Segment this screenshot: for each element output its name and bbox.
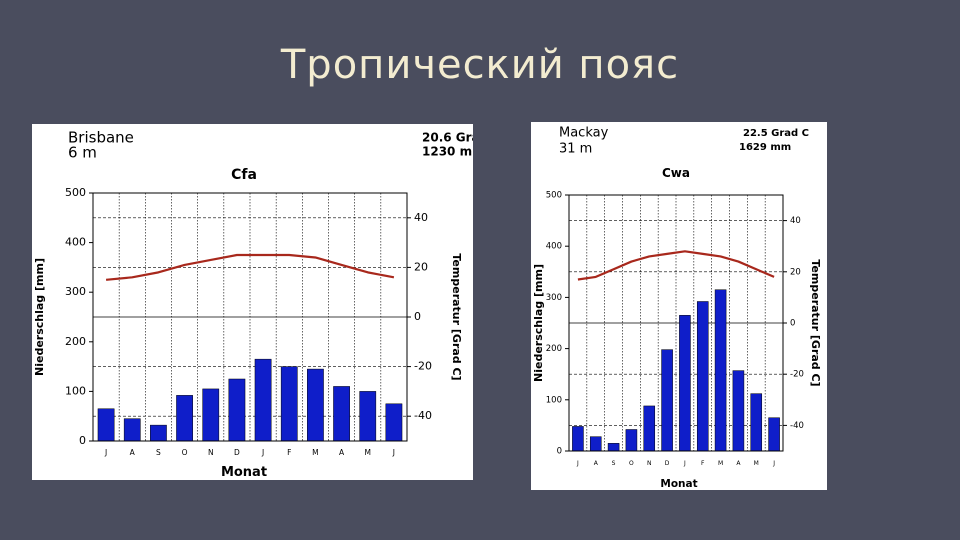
precipitation-bar: [228, 378, 246, 442]
precipitation-bar: [307, 368, 324, 442]
month-label: D: [665, 460, 670, 467]
station-elevation: 6 m: [68, 144, 97, 162]
y2-axis-label: Temperatur [Grad C]: [809, 259, 822, 386]
y-tick-label: 200: [546, 344, 562, 354]
precipitation-bar: [359, 391, 377, 442]
y-tick-label: 300: [65, 285, 86, 298]
precipitation-bar: [714, 289, 727, 452]
y-tick-label: 100: [546, 395, 562, 405]
precipitation-bar: [768, 417, 780, 452]
precipitation-bar: [254, 358, 272, 442]
y-tick-label: 400: [546, 242, 562, 252]
month-label: J: [576, 460, 579, 467]
month-label: D: [234, 448, 240, 457]
month-label: J: [683, 460, 686, 467]
month-label: S: [156, 448, 161, 457]
station-name: Mackay: [559, 126, 609, 141]
x-axis-label: Monat: [221, 465, 267, 480]
precipitation-bar: [333, 386, 350, 442]
precipitation-bar: [589, 436, 602, 452]
precipitation-bar: [123, 418, 141, 442]
y2-tick-label: 0: [790, 319, 795, 329]
y-tick-label: 200: [65, 335, 86, 348]
month-label: M: [754, 460, 759, 467]
month-label: N: [647, 460, 652, 467]
precipitation-bar: [750, 393, 763, 452]
y-axis-label: Niederschlag [mm]: [532, 264, 545, 382]
month-label: J: [104, 448, 107, 457]
month-label: A: [130, 448, 136, 457]
precipitation-bar: [679, 315, 691, 452]
annual-precipitation: 1230 mm: [422, 145, 473, 159]
y-tick-label: 0: [557, 447, 562, 457]
month-label: A: [594, 460, 599, 467]
y2-axis-label: Temperatur [Grad C]: [450, 253, 463, 380]
precipitation-bar: [572, 426, 584, 452]
y2-tick-label: 0: [414, 310, 421, 323]
climate-class: Cwa: [662, 166, 690, 180]
precipitation-bar: [625, 429, 638, 452]
month-label: A: [339, 448, 345, 457]
annual-precipitation: 1629 mm: [739, 142, 791, 153]
month-label: J: [392, 448, 395, 457]
month-label: F: [701, 460, 705, 467]
y2-tick-label: -20: [790, 370, 804, 380]
temperature-line: [577, 250, 775, 281]
month-label: O: [629, 460, 634, 467]
climate-chart-mackay: Mackay 31 m 22.5 Grad C 1629 mm Cwa 0 100 200 30…: [531, 122, 827, 490]
y-tick-label: 0: [79, 434, 86, 447]
month-label: F: [287, 448, 291, 457]
month-label: M: [365, 448, 371, 457]
month-label: J: [772, 460, 775, 467]
precipitation-bar: [202, 388, 220, 442]
precipitation-bar: [732, 370, 745, 452]
month-label: O: [182, 448, 188, 457]
y-tick-label: 100: [65, 384, 86, 397]
month-label: J: [261, 448, 264, 457]
x-axis-label: Monat: [660, 478, 697, 490]
precipitation-bar: [661, 349, 673, 452]
month-label: S: [612, 460, 616, 467]
precipitation-bar: [607, 443, 620, 452]
precipitation-bar: [150, 424, 167, 442]
station-name: Brisbane: [68, 129, 134, 147]
y2-tick-label: -40: [414, 409, 432, 422]
y2-tick-label: -20: [414, 360, 432, 373]
precipitation-bar: [280, 366, 298, 442]
y-tick-label: 500: [546, 191, 562, 201]
climate-class: Cfa: [231, 167, 257, 183]
month-label: M: [718, 460, 723, 467]
precipitation-bar: [385, 403, 403, 442]
y-tick-label: 400: [65, 236, 86, 249]
y2-tick-label: 20: [414, 260, 428, 273]
y-tick-label: 500: [65, 186, 86, 199]
temperature-line: [105, 253, 395, 281]
y2-tick-label: 40: [790, 216, 801, 226]
month-label: M: [312, 448, 318, 457]
y2-tick-label: 20: [790, 267, 801, 277]
mean-temperature: 22.5 Grad C: [743, 128, 809, 139]
precipitation-bar: [176, 395, 193, 442]
y2-tick-label: -40: [790, 421, 804, 431]
month-label: N: [208, 448, 214, 457]
month-label: A: [736, 460, 741, 467]
y2-tick-label: 40: [414, 211, 428, 224]
station-elevation: 31 m: [559, 142, 592, 157]
y-axis-label: Niederschlag [mm]: [33, 258, 46, 376]
y-tick-label: 300: [546, 293, 562, 303]
mean-temperature: 20.6 Grad C: [422, 131, 473, 145]
slide-title: Тропический пояс: [280, 42, 680, 88]
precipitation-bar: [643, 405, 656, 452]
precipitation-bar: [696, 301, 709, 452]
precipitation-bar: [97, 408, 115, 442]
